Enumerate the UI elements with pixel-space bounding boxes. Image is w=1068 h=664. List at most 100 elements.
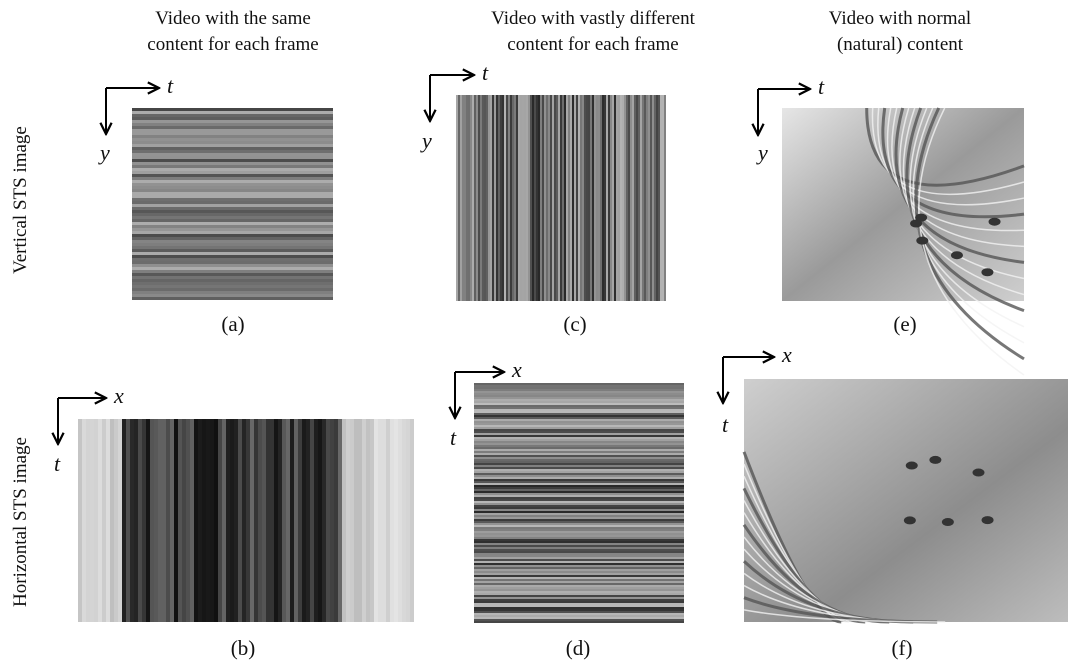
stripe — [132, 153, 333, 156]
stripe — [650, 95, 652, 301]
stripe — [132, 288, 333, 291]
stripe — [658, 95, 660, 301]
stripe — [474, 533, 684, 535]
stripe — [322, 419, 326, 622]
stripe — [298, 419, 302, 622]
stripe — [656, 95, 658, 301]
figure: Video with the samecontent for each fram… — [0, 0, 1068, 664]
stripe — [382, 419, 386, 622]
stripe — [132, 264, 333, 267]
stripe — [474, 621, 684, 623]
stripe — [474, 611, 684, 613]
stripe — [190, 419, 194, 622]
stripe — [562, 95, 564, 301]
stripe — [474, 473, 684, 475]
car — [915, 214, 927, 222]
stripe — [474, 551, 684, 553]
car — [916, 237, 928, 245]
stripe — [560, 95, 562, 301]
stripe — [474, 389, 684, 391]
stripe — [290, 419, 294, 622]
stripe — [484, 95, 486, 301]
stripe — [474, 543, 684, 545]
stripe — [462, 95, 464, 301]
stripe — [474, 477, 684, 479]
stripe — [646, 95, 648, 301]
stripe — [132, 291, 333, 294]
car — [906, 462, 918, 470]
image — [132, 108, 333, 300]
stripe — [118, 419, 122, 622]
stripe — [132, 246, 333, 249]
axis-label: t — [722, 412, 729, 437]
stripe — [132, 228, 333, 231]
stripe — [474, 447, 684, 449]
stripe — [474, 489, 684, 491]
stripe — [478, 95, 480, 301]
stripe — [374, 419, 378, 622]
stripe — [596, 95, 598, 301]
stripe — [150, 419, 154, 622]
stripe — [474, 505, 684, 507]
stripe — [586, 95, 588, 301]
stripe — [474, 407, 684, 409]
stripe — [132, 207, 333, 210]
stripe — [474, 523, 684, 525]
stripe — [310, 419, 314, 622]
stripe — [554, 95, 556, 301]
car — [989, 218, 1001, 226]
stripe — [532, 95, 534, 301]
stripe — [132, 270, 333, 273]
axis-label: x — [781, 342, 792, 367]
stripe — [612, 95, 614, 301]
stripe — [138, 419, 142, 622]
row-label: Horizontal STS image — [10, 437, 31, 607]
car — [981, 268, 993, 276]
stripe — [604, 95, 606, 301]
stripe — [394, 419, 398, 622]
stripe — [474, 391, 684, 393]
stripe — [132, 243, 333, 246]
car — [904, 516, 916, 524]
stripe — [572, 95, 574, 301]
stripe — [334, 419, 338, 622]
stripe — [622, 95, 624, 301]
caption: (b) — [231, 636, 256, 660]
stripe — [174, 419, 178, 622]
stripe — [132, 198, 333, 201]
stripe — [358, 419, 362, 622]
stripe — [132, 294, 333, 297]
stripe — [636, 95, 638, 301]
stripe — [198, 419, 202, 622]
stripe — [468, 95, 470, 301]
stripe — [474, 511, 684, 513]
stripe — [580, 95, 582, 301]
stripe — [238, 419, 242, 622]
stripe — [132, 195, 333, 198]
stripe — [262, 419, 266, 622]
stripe — [398, 419, 402, 622]
stripe — [474, 459, 684, 461]
stripe — [166, 419, 170, 622]
stripe — [474, 599, 684, 601]
stripe — [132, 114, 333, 117]
stripe — [132, 129, 333, 132]
stripe — [474, 601, 684, 603]
stripe — [132, 108, 333, 111]
stripe — [132, 273, 333, 276]
stripe — [566, 95, 568, 301]
stripe — [474, 591, 684, 593]
stripe — [330, 419, 334, 622]
stripe — [474, 443, 684, 445]
stripe — [474, 577, 684, 579]
stripe — [132, 135, 333, 138]
stripe — [326, 419, 330, 622]
stripe — [474, 499, 684, 501]
stripe — [474, 419, 684, 421]
stripe — [226, 419, 230, 622]
stripe — [230, 419, 234, 622]
stripe — [106, 419, 110, 622]
stripe — [474, 403, 684, 405]
axis-label: t — [818, 74, 825, 99]
stripe — [474, 541, 684, 543]
